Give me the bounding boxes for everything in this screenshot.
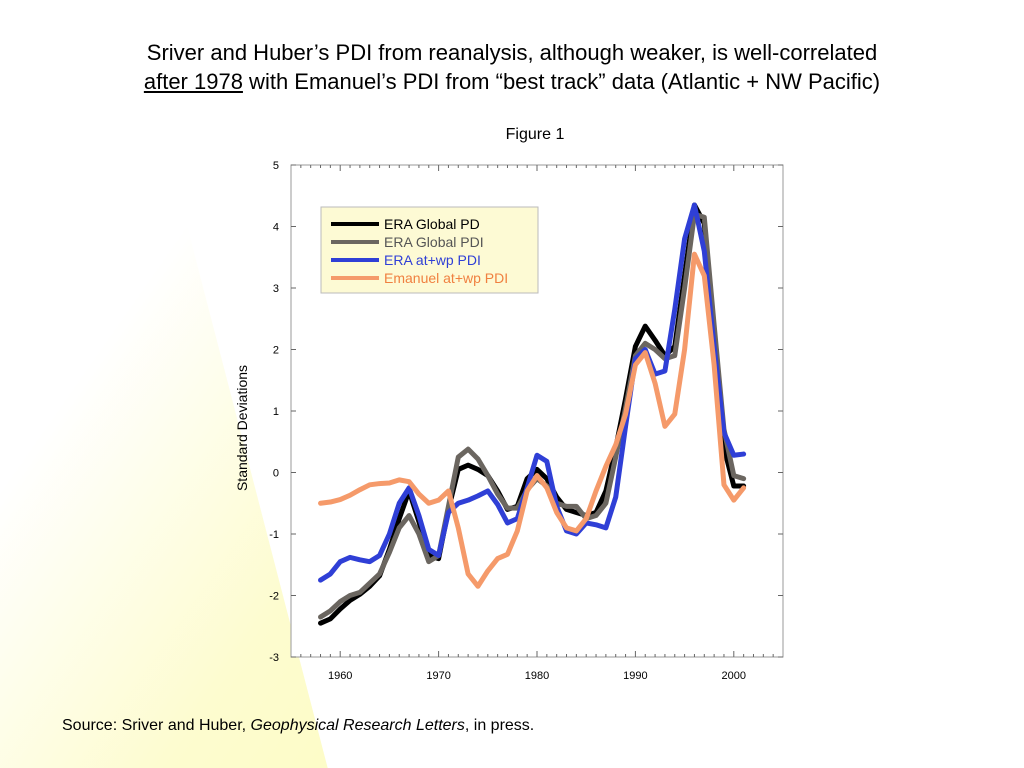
y-tick-label: 1 — [273, 406, 279, 418]
source-suffix: , in press. — [464, 717, 535, 734]
slide-title: Sriver and Huber’s PDI from reanalysis, … — [0, 38, 1024, 96]
x-tick-label: 1980 — [525, 670, 549, 682]
y-tick-label: -1 — [269, 529, 279, 541]
y-axis-label: Standard Deviations — [234, 365, 250, 491]
y-tick-label: 0 — [273, 468, 279, 480]
source-citation: Source: Sriver and Huber, Geophysical Re… — [62, 717, 534, 735]
y-tick-label: 4 — [273, 222, 279, 234]
x-tick-label: 1960 — [328, 670, 352, 682]
title-line-1: Sriver and Huber’s PDI from reanalysis, … — [146, 40, 878, 65]
legend-label: ERA at+wp PDI — [384, 252, 481, 268]
x-tick-label: 1990 — [623, 670, 647, 682]
legend-label: ERA Global PDI — [384, 234, 484, 250]
x-tick-label: 1970 — [426, 670, 450, 682]
series-line-4 — [318, 251, 747, 589]
y-tick-label: 2 — [273, 345, 279, 357]
series-line-3 — [318, 202, 747, 583]
y-tick-label: -2 — [269, 591, 279, 603]
title-line-2: after 1978 with Emanuel’s PDI from “best… — [0, 67, 1024, 96]
y-tick-label: 3 — [273, 283, 279, 295]
source-journal: Geophysical Research Letters — [250, 717, 465, 734]
x-tick-label: 2000 — [722, 670, 746, 682]
legend-label: ERA Global PD — [384, 216, 480, 232]
title-line-2-rest: with Emanuel’s PDI from “best track” dat… — [242, 69, 881, 94]
axes: -3 -2 -1 0 1 2 3 4 5 1960 1970 1980 1990 2000 — [269, 160, 783, 682]
title-underlined-text: after 1978 — [143, 69, 243, 94]
series-lines — [318, 202, 747, 626]
figure-label: Figure 1 — [505, 126, 565, 143]
y-tick-label: -3 — [269, 652, 279, 664]
legend: ERA Global PD ERA Global PDI ERA at+wp PDI… — [320, 206, 539, 294]
y-tick-label: 5 — [273, 160, 279, 172]
legend-label: Emanuel at+wp PDI — [384, 270, 508, 286]
source-prefix: Source: Sriver and Huber, — [62, 717, 251, 734]
